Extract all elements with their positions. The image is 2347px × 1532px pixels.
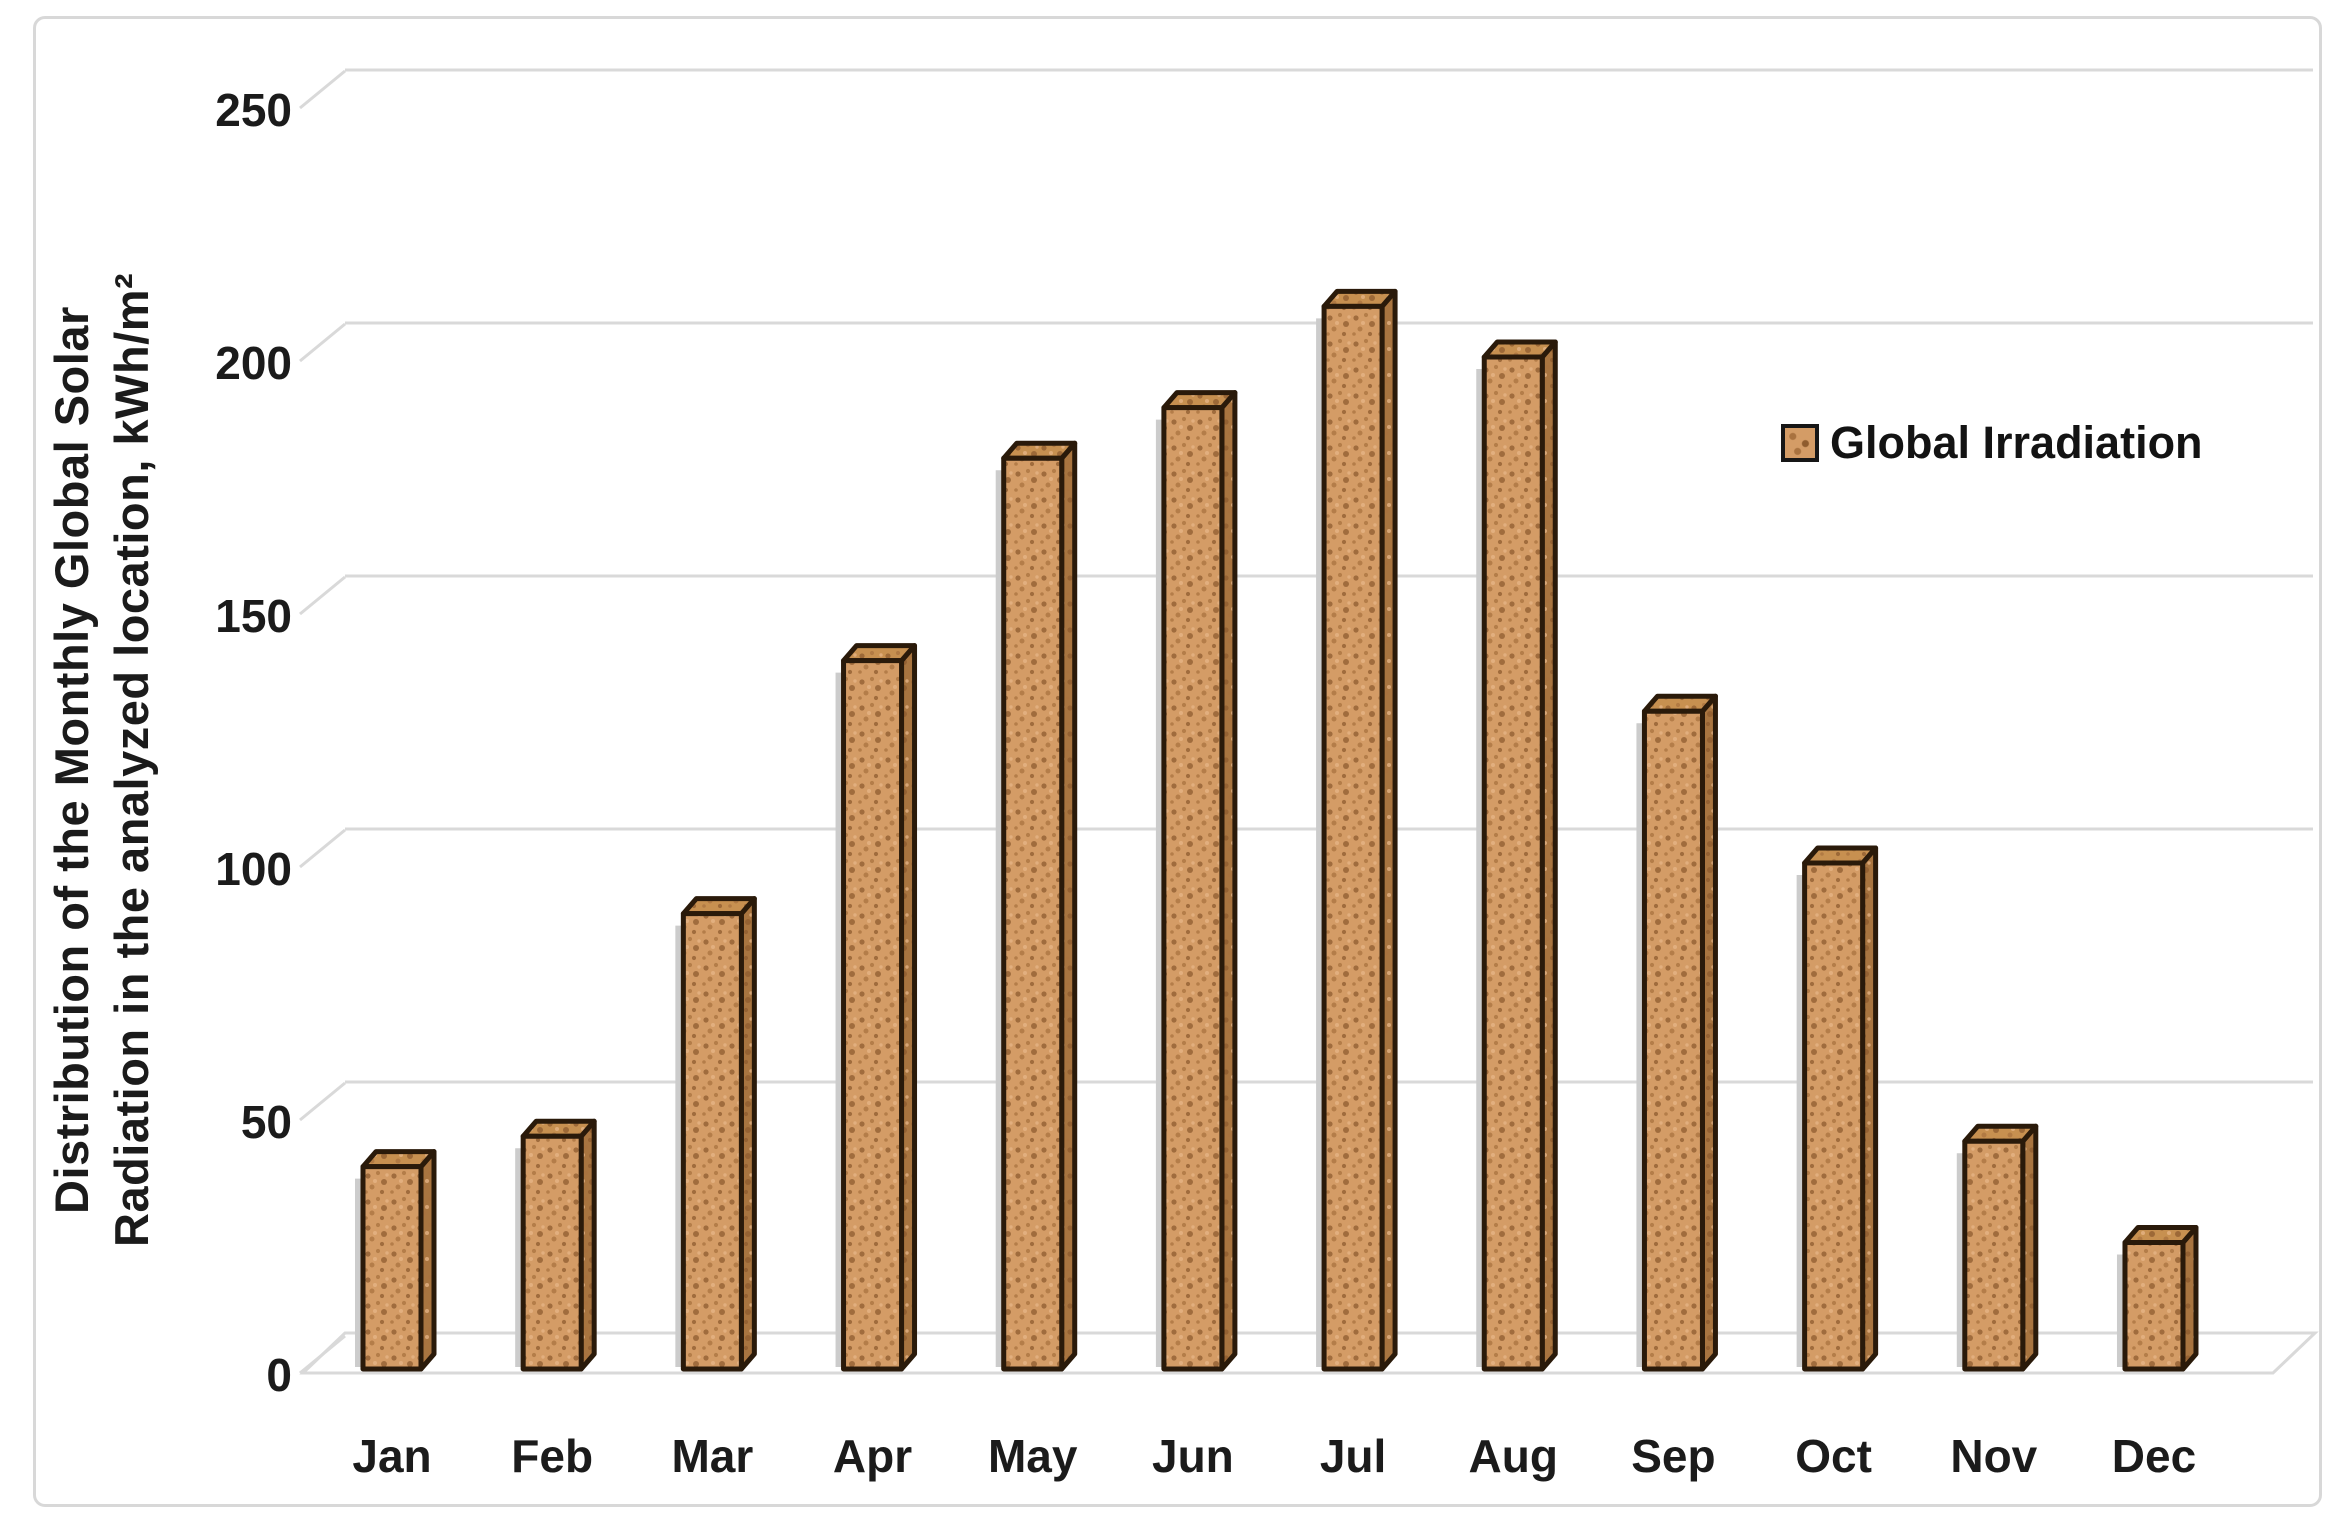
bar-dec — [2116, 1225, 2199, 1372]
y-tick-label: 150 — [215, 590, 292, 642]
y-tick-mark — [299, 1334, 346, 1375]
bar-apr — [835, 643, 918, 1372]
y-tick-mark — [299, 828, 346, 869]
bar-front-face — [520, 1133, 584, 1372]
bar-jun — [1155, 390, 1238, 1372]
bar-front-face — [1802, 860, 1866, 1372]
x-tick-label: Dec — [2112, 1430, 2196, 1482]
bar-front-face — [1481, 354, 1545, 1372]
x-tick-label: Jan — [352, 1430, 431, 1482]
y-tick-mark — [299, 69, 346, 110]
bar-aug — [1476, 339, 1558, 1372]
x-tick-label: Feb — [511, 1430, 593, 1482]
bar-front-face — [2122, 1240, 2186, 1372]
y-tick-label: 100 — [215, 843, 292, 895]
x-tick-label: Oct — [1795, 1430, 1872, 1482]
y-tick-label: 200 — [215, 337, 292, 389]
y-tick-label: 0 — [266, 1349, 292, 1401]
bar-jan — [355, 1149, 437, 1372]
y-tick-mark — [299, 575, 346, 616]
x-tick-label: May — [988, 1430, 1078, 1482]
x-tick-label: Sep — [1631, 1430, 1715, 1482]
bar-may — [995, 440, 1078, 1372]
bar-nov — [1956, 1123, 2039, 1372]
bar-front-face — [1641, 708, 1705, 1372]
x-tick-label: Apr — [833, 1430, 912, 1482]
bar-front-face — [1321, 303, 1385, 1372]
bar-front-face — [1962, 1138, 2026, 1372]
x-tick-label: Mar — [671, 1430, 753, 1482]
bar-mar — [675, 896, 757, 1372]
x-tick-label: Nov — [1950, 1430, 2037, 1482]
bar-front-face — [360, 1164, 424, 1372]
bar-front-face — [1001, 455, 1065, 1372]
y-tick-label: 250 — [215, 84, 292, 136]
bar-jul — [1316, 288, 1398, 1372]
x-tick-label: Jun — [1152, 1430, 1234, 1482]
bar-sep — [1636, 693, 1718, 1372]
bar-front-face — [680, 911, 744, 1372]
bar-feb — [515, 1118, 597, 1372]
bar-front-face — [841, 658, 905, 1372]
bar-oct — [1796, 845, 1879, 1372]
bar-front-face — [1161, 405, 1225, 1372]
y-tick-label: 50 — [241, 1096, 292, 1148]
y-tick-mark — [299, 1081, 346, 1122]
x-tick-label: Jul — [1320, 1430, 1386, 1482]
x-tick-label: Aug — [1469, 1430, 1558, 1482]
y-tick-mark — [299, 322, 346, 363]
legend-swatch-icon — [1781, 424, 1819, 462]
legend-label: Global Irradiation — [1830, 417, 2203, 468]
legend: Global Irradiation — [1781, 417, 2203, 469]
